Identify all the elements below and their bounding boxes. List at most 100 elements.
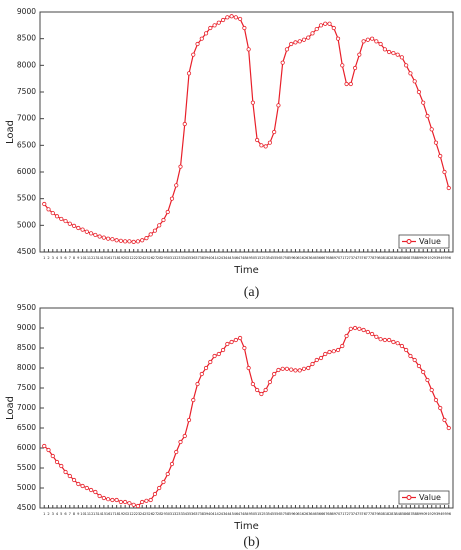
x-tick-label: 13 [93,256,98,260]
point [442,417,447,423]
x-tick-label: 22 [131,512,136,516]
point [408,71,413,76]
x-tick-label: 94 [438,256,443,260]
x-tick-label: 39 [204,512,209,516]
y-tick-label: 9500 [17,303,36,312]
x-tick-label: 2 [47,256,49,260]
x-tick-label: 38 [200,512,205,516]
x-tick-label: 25 [144,512,149,516]
point [225,341,230,347]
x-tick-label: 4 [56,256,59,260]
x-tick-label: 65 [314,512,319,516]
x-tick-label: 37 [195,256,200,260]
x-tick-label: 56 [276,256,281,260]
x-tick-label: 60 [293,512,298,516]
point [331,349,336,354]
point [127,501,132,506]
x-tick-label: 61 [297,512,302,516]
point [370,36,375,41]
point [446,425,451,431]
point [140,499,145,505]
point [165,209,170,215]
x-tick-label: 32 [174,256,179,260]
series-line [43,15,450,243]
x-tick-label: 68 [327,256,332,260]
x-tick-label: 8 [73,512,76,516]
point [42,201,47,207]
point [195,381,200,387]
x-tick-label: 20 [123,512,128,516]
x-tick-label: 22 [131,256,136,260]
x-axis-label: Time [233,265,258,276]
y-tick-label: 6000 [17,167,36,176]
x-tick-label: 57 [280,256,285,260]
x-tick-label: 31 [170,512,175,516]
x-tick-label: 96 [446,512,451,516]
y-tick-label: 6500 [17,140,36,149]
x-tick-label: 9 [77,512,80,516]
x-tick-label: 45 [229,512,234,516]
x-tick-label: 41 [212,256,217,260]
point [395,341,400,346]
x-tick-label: 49 [246,256,251,260]
point [148,497,153,503]
point [361,327,366,333]
point [399,343,405,349]
point [374,334,379,339]
point [212,353,217,359]
point [310,361,315,367]
x-tick-label: 57 [280,512,285,516]
point [76,481,81,487]
point [259,391,264,397]
y-tick-label: 8500 [17,343,36,352]
x-tick-label: 39 [204,256,209,260]
x-tick-label: 48 [242,256,247,260]
point [344,81,349,87]
point [340,63,345,68]
x-tick-label: 17 [110,512,115,516]
point [88,487,94,493]
point [123,499,128,505]
point [242,345,247,351]
point [220,347,226,353]
x-tick-label: 21 [127,512,132,516]
point [233,15,238,20]
x-tick-label: 19 [119,512,124,516]
x-tick-label: 25 [144,256,149,260]
point [199,36,204,41]
point [152,491,158,497]
x-tick-label: 18 [114,512,119,516]
x-tick-label: 24 [140,512,145,516]
point [59,216,64,222]
point [352,65,358,71]
x-tick-label: 88 [412,256,417,260]
point [118,499,123,505]
point [157,223,162,228]
point [242,25,247,31]
point [182,433,187,439]
point [263,144,268,149]
x-tick-label: 14 [97,512,102,516]
x-tick-label: 67 [323,256,328,260]
x-tick-label: 77 [366,256,371,260]
point [140,238,145,243]
x-tick-label: 73 [349,256,354,260]
point [114,238,119,243]
y-tick-label: 7000 [17,114,36,123]
point [301,37,307,42]
point [144,236,149,241]
x-tick-label: 29 [161,256,166,260]
point [310,31,315,36]
caption: (b) [243,535,260,550]
point [84,229,89,234]
x-tick-label: 69 [331,256,336,260]
point [93,232,98,238]
x-tick-label: 46 [234,512,239,516]
point [131,502,136,507]
x-tick-label: 15 [102,256,107,260]
x-axis-label: Time [233,521,258,532]
y-tick-label: 4500 [17,503,36,512]
point [135,503,141,509]
point [106,497,111,502]
x-tick-label: 87 [408,256,413,260]
